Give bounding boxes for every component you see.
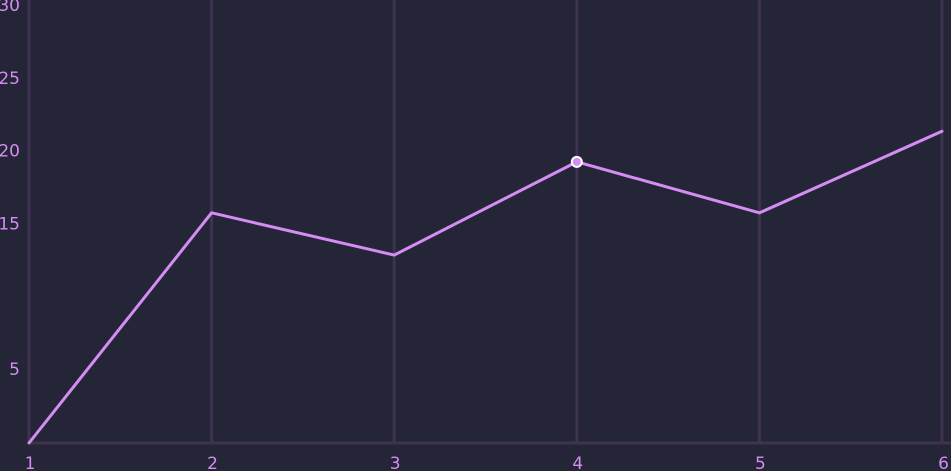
y-tick-label-25: 25 (0, 69, 20, 89)
data-points (570, 155, 583, 168)
x-tick-label-1: 1 (25, 454, 36, 471)
series-line-1 (27, 129, 944, 445)
x-tick-label-5: 5 (755, 454, 766, 471)
x-axis-ticks: 1 2 3 4 5 6 (25, 454, 949, 471)
x-tick-label-3: 3 (390, 454, 401, 471)
x-tick-label-2: 2 (207, 454, 218, 471)
data-point-highlight[interactable] (570, 155, 583, 168)
y-tick-label-15: 15 (0, 215, 20, 235)
x-tick-label-6: 6 (938, 454, 949, 471)
y-tick-label-30: 30 (0, 0, 20, 16)
series (27, 129, 944, 445)
y-axis-ticks: 5 15 20 25 30 (0, 0, 20, 380)
gridlines (27, 0, 944, 443)
y-tick-label-20: 20 (0, 142, 20, 162)
y-tick-label-5: 5 (9, 360, 20, 380)
x-tick-label-4: 4 (572, 454, 583, 471)
